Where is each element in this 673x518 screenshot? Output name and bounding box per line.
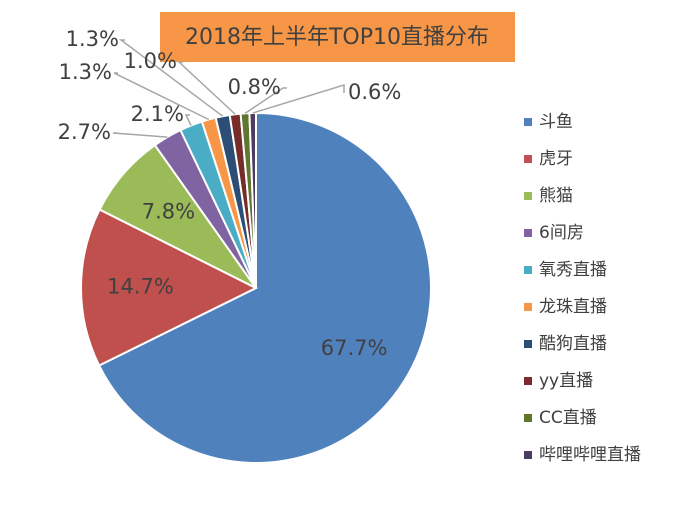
leader-line (113, 72, 210, 121)
title-box (160, 12, 515, 62)
legend-label: 斗鱼 (539, 112, 573, 132)
data-label: 14.7% (107, 275, 174, 299)
legend-swatch (524, 229, 532, 237)
legend-label: 氧秀直播 (539, 260, 607, 280)
pie-slice (97, 111, 432, 464)
leader-line (118, 39, 224, 117)
data-label: 1.3% (59, 60, 112, 84)
legend-label: yy直播 (539, 371, 593, 391)
legend-label: 哔哩哔哩直播 (539, 445, 641, 465)
legend-label: 6间房 (539, 223, 584, 243)
leader-line (177, 61, 236, 115)
legend-swatch (524, 192, 532, 200)
legend-swatch (524, 414, 532, 422)
data-label: 1.0% (124, 49, 177, 73)
pie-slice (248, 111, 257, 289)
legend-label: CC直播 (539, 408, 597, 428)
data-label: 2.7% (58, 120, 111, 144)
legend-swatch (524, 303, 532, 311)
legend-label: 虎牙 (539, 149, 573, 169)
legend-swatch (524, 377, 532, 385)
legend-label: 熊猫 (539, 186, 573, 206)
data-label: 2.1% (131, 102, 184, 126)
legend-label: 龙珠直播 (539, 297, 607, 317)
legend-swatch (524, 340, 532, 348)
data-label: 7.8% (142, 200, 195, 224)
data-label: 0.6% (348, 80, 401, 104)
legend-swatch (524, 155, 532, 163)
leader-line (252, 83, 345, 114)
legend-swatch (524, 451, 532, 459)
leader-line (112, 132, 168, 138)
data-label: 0.8% (228, 75, 281, 99)
legend-label: 酷狗直播 (539, 334, 607, 354)
data-label: 67.7% (321, 336, 388, 360)
data-label: 1.3% (66, 27, 119, 51)
pie-slice (80, 208, 259, 367)
legend-swatch (524, 266, 532, 274)
legend-swatch (524, 118, 532, 126)
leader-line (244, 87, 287, 114)
chart-title: 2018年上半年TOP10直播分布 (185, 25, 489, 50)
leader-line (184, 114, 192, 126)
